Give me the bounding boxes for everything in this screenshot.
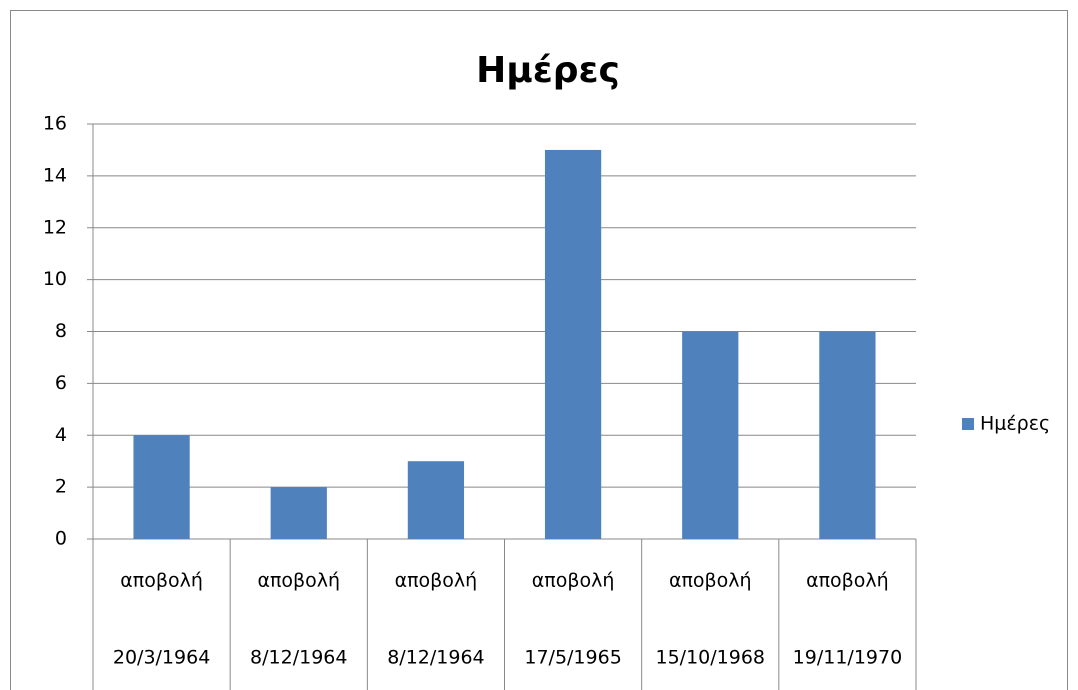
- x-tick-label: αποβολή: [120, 570, 203, 592]
- x-tick-label: 20/3/1964: [113, 647, 210, 669]
- legend-swatch: [962, 418, 974, 430]
- x-tick-label: αποβολή: [532, 570, 615, 592]
- chart-title: Ημέρες: [476, 50, 620, 91]
- y-tick-label: 0: [55, 528, 67, 550]
- legend-label: Ημέρες: [980, 413, 1050, 435]
- y-tick-label: 10: [43, 268, 67, 290]
- y-tick-label: 8: [55, 320, 67, 342]
- y-tick-label: 16: [43, 113, 67, 135]
- x-tick-label: 15/10/1968: [655, 647, 765, 669]
- x-tick-label: 19/11/1970: [793, 647, 903, 669]
- x-tick-label: αποβολή: [257, 570, 340, 592]
- x-tick-label: 8/12/1964: [387, 647, 484, 669]
- bar: [682, 331, 739, 539]
- y-tick-label: 14: [43, 164, 67, 186]
- x-tick-label: αποβολή: [669, 570, 752, 592]
- y-tick-label: 4: [55, 424, 67, 446]
- x-tick-label: αποβολή: [395, 570, 478, 592]
- bar: [133, 435, 190, 539]
- x-tick-label: 8/12/1964: [250, 647, 347, 669]
- bar: [270, 487, 327, 539]
- x-tick-label: αποβολή: [806, 570, 889, 592]
- y-tick-label: 6: [55, 372, 67, 394]
- bar: [819, 331, 876, 539]
- x-tick-label: 17/5/1965: [524, 647, 621, 669]
- y-tick-label: 2: [55, 476, 67, 498]
- bar: [407, 461, 465, 539]
- bar: [544, 149, 602, 539]
- y-tick-label: 12: [43, 216, 67, 238]
